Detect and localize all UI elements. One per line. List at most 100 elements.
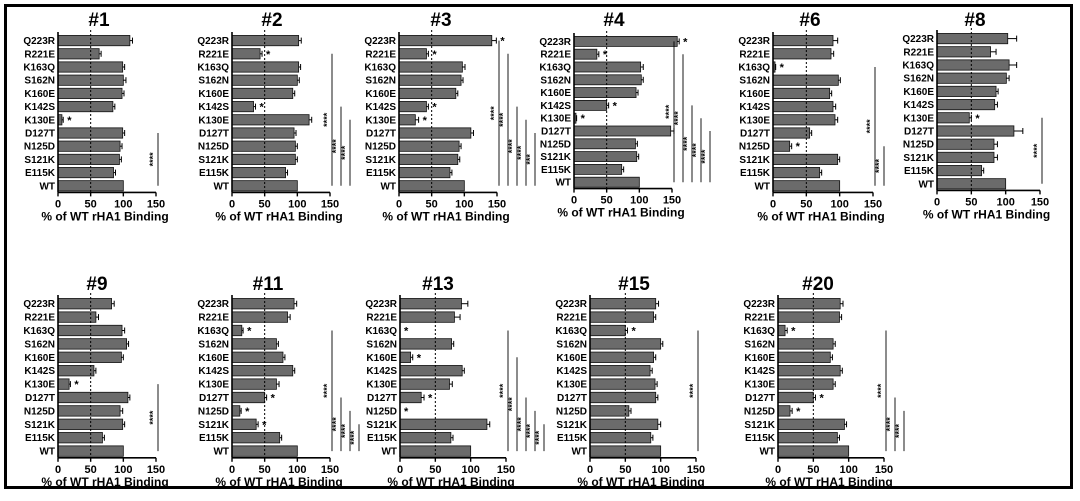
x-tick-label: 100 <box>830 198 848 210</box>
category-label: K160E <box>739 89 770 100</box>
category-label: N125D <box>744 406 775 417</box>
category-label: K163Q <box>539 63 571 74</box>
category-label: D127T <box>745 393 775 404</box>
category-label: R221E <box>366 313 397 324</box>
category-label: K142S <box>366 366 397 377</box>
category-label: N125D <box>24 406 55 417</box>
category-label: E115K <box>199 168 230 179</box>
category-label: S121K <box>556 420 587 431</box>
category-label: WT <box>555 178 571 189</box>
category-label: K163Q <box>902 61 934 72</box>
x-tick-label: 150 <box>663 195 681 207</box>
chart-panel-10: #15 Q223R R221E K163Q * S162N K160E K142S K130E D… <box>555 274 705 489</box>
category-label: S162N <box>744 339 775 350</box>
x-tick-label: 100 <box>461 464 479 476</box>
category-label: K160E <box>24 89 55 100</box>
category-label: K130E <box>744 380 775 391</box>
x-tick-label: 50 <box>601 195 613 207</box>
bracket-significance-label: **** <box>349 430 359 445</box>
category-label: E115K <box>25 433 56 444</box>
x-tick-label: 0 <box>934 196 940 208</box>
category-label: K163Q <box>365 326 397 337</box>
chart-panel-7: #9 Q223R R221E K163Q S162N K160E K142S K130E * D1… <box>23 274 168 489</box>
x-tick-label: 150 <box>687 464 705 476</box>
category-label: Q223R <box>902 34 934 45</box>
significance-star: * <box>260 102 265 114</box>
category-label: S121K <box>744 420 775 431</box>
category-label: K142S <box>198 366 229 377</box>
category-label: K142S <box>24 366 55 377</box>
category-label: R221E <box>540 50 571 61</box>
category-label: N125D <box>24 142 55 153</box>
x-tick-label: 100 <box>455 198 473 210</box>
category-label: E115K <box>199 433 230 444</box>
significance-star: * <box>417 352 422 364</box>
category-label: K163Q <box>364 63 396 74</box>
category-label: N125D <box>540 139 571 150</box>
category-label: R221E <box>198 313 229 324</box>
category-label: K163Q <box>23 63 55 74</box>
x-axis-title: % of WT rHA1 Binding <box>557 206 684 220</box>
bracket-significance-label: **** <box>322 383 332 398</box>
category-label: S162N <box>903 74 934 85</box>
x-axis-title: % of WT rHA1 Binding <box>577 475 704 489</box>
category-label: N125D <box>365 142 396 153</box>
bracket-significance-label: **** <box>516 417 526 432</box>
x-tick-label: 150 <box>321 198 339 210</box>
chart-panel-1: #1 Q223R R221E K163Q S162N K160E K142S K130E * D1… <box>23 10 168 223</box>
category-label: S162N <box>540 75 571 86</box>
x-tick-label: 100 <box>839 464 857 476</box>
chart-panel-6: #8 Q223R R221E K163Q S162N K160E K142S K130E * D1… <box>902 10 1050 221</box>
category-label: N125D <box>556 406 587 417</box>
bracket-significance-label: **** <box>865 119 875 134</box>
category-label: S121K <box>365 155 396 166</box>
category-label: R221E <box>24 49 55 60</box>
panel-title: #2 <box>261 10 282 31</box>
category-label: K130E <box>556 380 587 391</box>
category-label: WT <box>39 181 55 192</box>
panel-title: #8 <box>964 10 985 31</box>
significance-star: * <box>581 113 586 125</box>
bracket-significance-label: **** <box>489 106 499 121</box>
category-label: WT <box>380 181 396 192</box>
category-label: S121K <box>24 420 55 431</box>
x-tick-label: 150 <box>488 198 506 210</box>
bracket-significance-label: **** <box>673 111 683 126</box>
category-label: WT <box>213 181 229 192</box>
chart-panel-3: #3 Q223R * R221E * K163Q S162N K160E K142S * K130E… <box>364 10 536 223</box>
x-axis-title: % of WT rHA1 Binding <box>757 209 884 223</box>
category-label: E115K <box>367 433 398 444</box>
category-label: S121K <box>198 155 229 166</box>
category-label: D127T <box>904 127 934 138</box>
category-label: E115K <box>557 433 588 444</box>
category-label: K160E <box>365 89 396 100</box>
x-tick-label: 50 <box>85 198 97 210</box>
bracket-significance-label: **** <box>664 104 674 119</box>
bracket-significance-label: **** <box>148 410 158 425</box>
category-label: K163Q <box>23 326 55 337</box>
x-tick-label: 150 <box>1031 196 1049 208</box>
significance-star: * <box>432 102 437 114</box>
bracket-significance-label: **** <box>525 424 535 439</box>
significance-star: * <box>245 406 250 418</box>
significance-star: * <box>404 406 409 418</box>
chart-panel-2: #2 Q223R R221E * K163Q S162N K160E K142S * K130E D… <box>197 10 351 223</box>
bracket-significance-label: **** <box>876 383 886 398</box>
category-label: D127T <box>557 393 587 404</box>
bracket-significance-label: **** <box>340 145 350 160</box>
significance-star: * <box>683 36 688 48</box>
category-label: N125D <box>198 406 229 417</box>
chart-panel-8: #11 Q223R R221E K163Q * S162N K160E K142S K130E D… <box>197 274 360 489</box>
significance-star: * <box>428 393 433 405</box>
bracket-significance-label: **** <box>682 136 692 151</box>
category-label: K142S <box>739 102 770 113</box>
category-label: R221E <box>24 313 55 324</box>
category-label: K130E <box>366 380 397 391</box>
chart-panel-11: #20 Q223R R221E K163Q * S162N K160E K142S K130E D… <box>743 274 905 489</box>
bracket-significance-label: **** <box>507 139 517 154</box>
category-label: S162N <box>556 339 587 350</box>
category-label: WT <box>39 447 55 458</box>
x-tick-label: 150 <box>147 198 165 210</box>
x-axis-title: % of WT rHA1 Binding <box>923 207 1050 221</box>
category-label: S162N <box>198 339 229 350</box>
